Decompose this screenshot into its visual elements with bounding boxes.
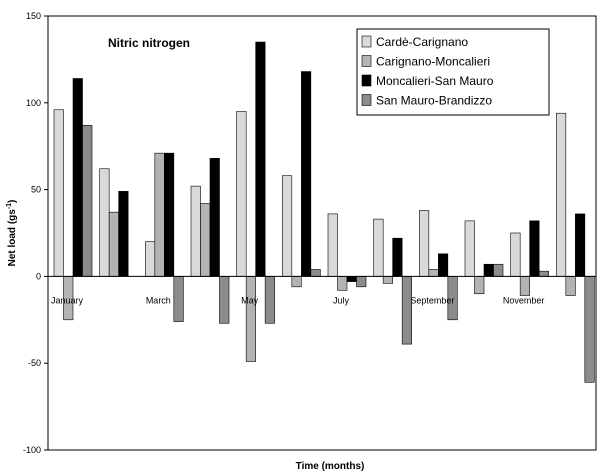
bar-2-group-2	[108, 211, 119, 277]
bar-1-group-11	[510, 232, 521, 277]
bar-4-group-5	[264, 276, 275, 324]
y-tick-label: 0	[36, 271, 41, 281]
bar-4-group-8	[401, 276, 412, 345]
month-label: May	[241, 295, 259, 305]
y-tick-label: 150	[26, 11, 41, 21]
bar-1-group-6	[282, 175, 293, 277]
month-label: July	[333, 295, 350, 305]
legend-swatch	[361, 35, 372, 48]
bar-2-group-12	[565, 276, 576, 296]
legend-box	[356, 28, 550, 116]
y-tick-label: 100	[26, 98, 41, 108]
plot-frame	[47, 15, 597, 451]
legend-swatch	[361, 74, 372, 87]
x-axis-title: Time (months)	[296, 461, 365, 472]
bar-3-group-3	[164, 152, 175, 277]
bar-4-group-11	[538, 270, 549, 277]
bar-3-group-10	[483, 263, 494, 277]
bar-3-group-11	[529, 220, 540, 277]
legend-label: San Mauro-Brandizzo	[376, 94, 492, 108]
y-axis-title-sup: -1	[6, 203, 13, 209]
month-label: March	[146, 295, 171, 305]
bar-1-group-7	[327, 213, 338, 277]
bar-1-group-8	[373, 218, 384, 277]
bar-1-group-12	[556, 112, 567, 277]
chart-title: Nitric nitrogen	[108, 36, 190, 50]
legend-label: Moncalieri-San Mauro	[376, 74, 494, 88]
bar-4-group-10	[493, 263, 504, 277]
bar-3-group-4	[209, 158, 220, 277]
bar-2-group-8	[382, 276, 393, 284]
bar-2-group-4	[200, 203, 211, 277]
month-label: January	[51, 295, 84, 305]
y-tick-label: -50	[28, 358, 41, 368]
bar-1-group-5	[236, 111, 247, 277]
legend-swatch	[361, 94, 372, 106]
bar-2-group-11	[519, 276, 530, 296]
y-axis-title-main: Net load (gs	[7, 209, 18, 267]
bar-3-group-2	[118, 191, 129, 277]
legend: Cardè-Carignano Carignano-Moncalieri Monca…	[356, 28, 550, 116]
bar-3-group-9	[438, 253, 449, 277]
bar-3-group-8	[392, 237, 403, 277]
bar-3-group-7	[346, 276, 357, 282]
legend-label: Cardè-Carignano	[376, 35, 468, 49]
bar-2-group-6	[291, 276, 302, 288]
bar-3-group-1	[72, 78, 83, 277]
bar-1-group-3	[145, 241, 156, 277]
bar-3-group-5	[255, 41, 266, 277]
bar-2-group-10	[474, 276, 485, 295]
y-axis-ticks: -100 -50 0 50 100 150	[23, 11, 48, 455]
bar-4-group-12	[584, 276, 595, 383]
y-axis-title-end: )	[7, 200, 18, 203]
legend-label: Carignano-Moncalieri	[376, 55, 490, 69]
bar-1-group-4	[190, 185, 201, 277]
bar-3-group-12	[575, 213, 586, 277]
legend-swatch	[361, 55, 372, 67]
month-label: September	[410, 295, 454, 305]
bar-4-group-6	[310, 269, 321, 277]
bar-1-group-10	[464, 220, 475, 277]
y-tick-label: 50	[31, 185, 41, 195]
y-tick-label: -100	[23, 445, 41, 455]
bar-2-group-5	[245, 276, 256, 362]
bar-1-group-2	[99, 168, 110, 277]
bar-1-group-9	[419, 210, 430, 277]
bar-4-group-1	[82, 125, 93, 277]
month-labels: January March May July September November	[51, 295, 544, 305]
bar-4-group-4	[219, 276, 230, 324]
bar-3-group-6	[301, 71, 312, 277]
bar-2-group-7	[337, 276, 348, 291]
bar-4-group-3	[173, 276, 184, 322]
bar-1-group-1	[53, 109, 64, 277]
bar-2-group-9	[428, 269, 439, 277]
month-label: November	[503, 295, 545, 305]
bar-4-group-7	[356, 276, 367, 288]
y-axis-title: Net load (gs-1)	[6, 200, 18, 267]
bar-2-group-3	[154, 152, 165, 277]
